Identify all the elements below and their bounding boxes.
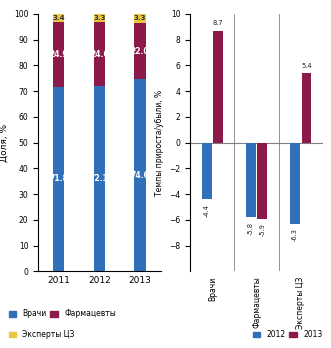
Bar [290,143,300,224]
Text: 24.6: 24.6 [90,50,109,58]
Text: 71.8: 71.8 [49,174,68,183]
Y-axis label: Доля, %: Доля, % [0,124,8,162]
Bar [53,14,64,22]
Text: 3.3: 3.3 [93,15,106,21]
Bar [134,23,146,79]
Bar [53,87,64,271]
Text: 5.4: 5.4 [301,63,312,69]
Bar [94,86,105,271]
Bar [246,143,256,218]
Legend: 2012, 2013: 2012, 2013 [251,329,324,341]
Text: 24.9: 24.9 [49,50,68,59]
Text: 22.0: 22.0 [131,47,149,55]
Text: -5.8: -5.8 [248,222,254,235]
Bar [134,14,146,23]
Bar [134,79,146,271]
Bar [94,14,105,22]
Legend: Эксперты ЦЗ: Эксперты ЦЗ [7,329,76,341]
Bar [302,73,311,143]
Text: -5.9: -5.9 [259,223,265,236]
Text: -4.4: -4.4 [204,204,210,217]
Y-axis label: Темпы прироста/убыли, %: Темпы прироста/убыли, % [155,90,164,196]
Legend: Врачи, Фармацевты: Врачи, Фармацевты [7,308,118,320]
Text: 3.3: 3.3 [134,15,146,22]
Text: -6.3: -6.3 [292,228,298,241]
Bar [53,22,64,87]
Text: 74.6: 74.6 [131,171,150,180]
Bar [94,22,105,86]
Text: 3.4: 3.4 [52,15,65,21]
Text: 8.7: 8.7 [213,20,223,26]
Text: 72.1: 72.1 [90,174,109,183]
Bar [258,143,267,219]
Bar [213,31,223,143]
Bar [202,143,212,199]
